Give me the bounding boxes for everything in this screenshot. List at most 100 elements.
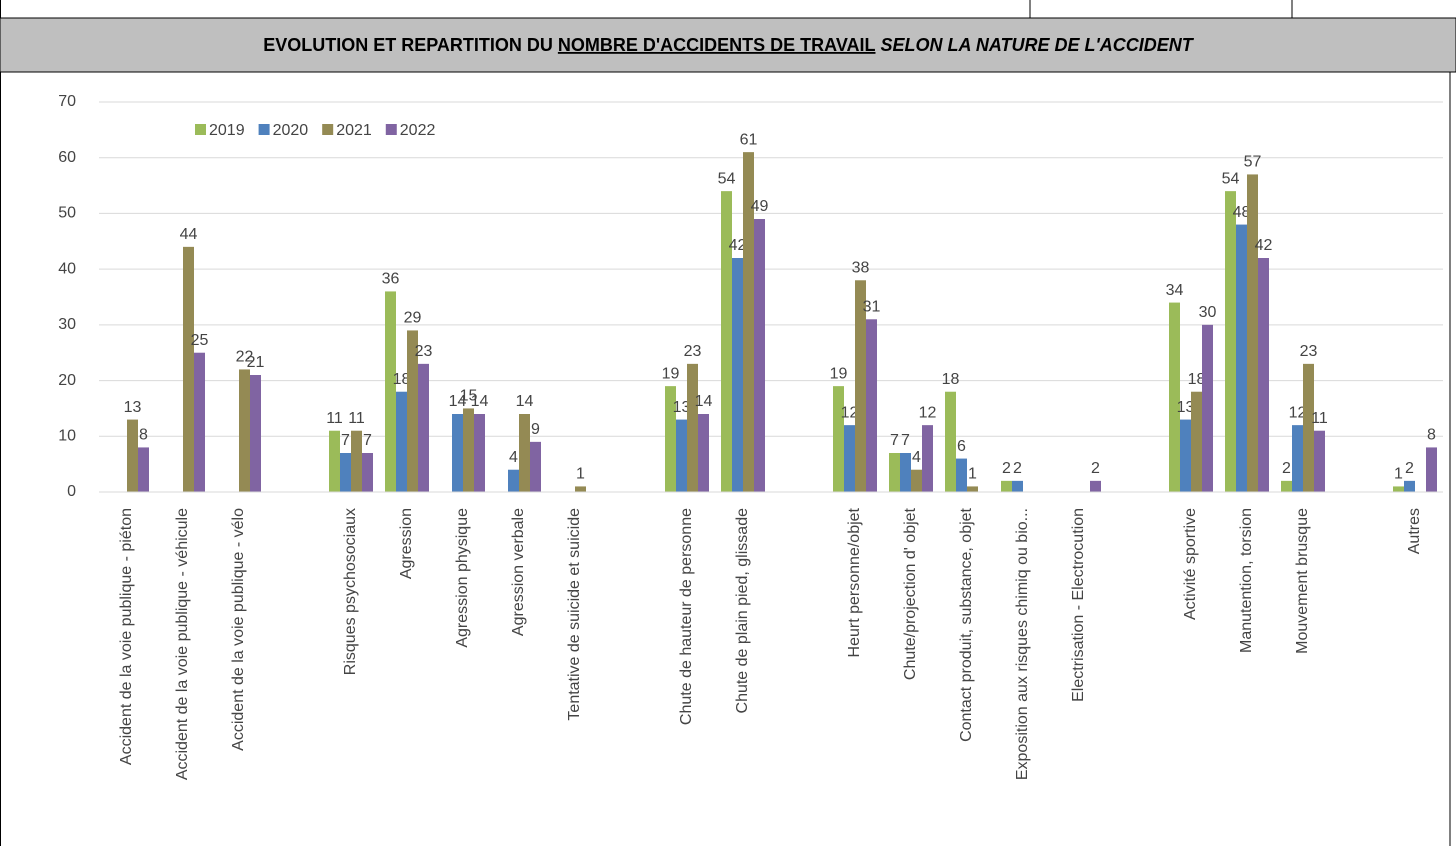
bar bbox=[665, 386, 676, 492]
data-label: 36 bbox=[382, 271, 400, 288]
bar bbox=[1247, 174, 1258, 492]
legend-label: 2021 bbox=[336, 122, 372, 139]
data-label: 4 bbox=[509, 449, 518, 466]
bar bbox=[452, 414, 463, 492]
data-label: 12 bbox=[841, 404, 859, 421]
x-tick-label: Risques psychosociaux bbox=[342, 508, 359, 675]
bar bbox=[1404, 480, 1415, 492]
data-label: 31 bbox=[863, 299, 881, 316]
bar bbox=[239, 369, 250, 492]
legend-swatch bbox=[195, 124, 206, 135]
x-tick-label: Chute de hauteur de personne bbox=[678, 508, 695, 725]
y-tick-label: 10 bbox=[58, 428, 76, 445]
bar bbox=[396, 391, 407, 492]
bar bbox=[362, 453, 373, 492]
data-label: 8 bbox=[1427, 427, 1436, 444]
data-label: 14 bbox=[695, 393, 713, 410]
x-tick-label: Autres bbox=[1406, 508, 1423, 554]
bar bbox=[1303, 363, 1314, 492]
y-tick-label: 40 bbox=[58, 260, 76, 277]
data-label: 19 bbox=[662, 365, 680, 382]
bar bbox=[194, 352, 205, 492]
legend-swatch bbox=[385, 124, 397, 135]
bar bbox=[351, 430, 362, 492]
data-label: 7 bbox=[341, 432, 350, 449]
title-part: SELON LA NATURE DE L'ACCIDENT bbox=[876, 35, 1195, 55]
x-tick-label: Chute de plain pied, glissade bbox=[734, 508, 751, 714]
bar bbox=[340, 453, 351, 492]
data-label: 7 bbox=[363, 432, 372, 449]
bar bbox=[407, 330, 418, 492]
y-tick-label: 0 bbox=[67, 483, 76, 500]
bar bbox=[575, 486, 586, 492]
data-label: 18 bbox=[1188, 371, 1206, 388]
bar bbox=[463, 408, 474, 492]
bar bbox=[1180, 419, 1191, 492]
legend-label: 2019 bbox=[209, 122, 245, 139]
bar bbox=[956, 458, 967, 492]
bar bbox=[833, 386, 844, 492]
data-label: 18 bbox=[393, 371, 411, 388]
data-label: 13 bbox=[673, 399, 691, 416]
data-label: 34 bbox=[1166, 282, 1184, 299]
data-label: 29 bbox=[404, 310, 422, 327]
bar bbox=[945, 391, 956, 492]
bar bbox=[1258, 258, 1269, 492]
bar bbox=[1314, 430, 1325, 492]
data-label: 48 bbox=[1233, 204, 1251, 221]
data-label: 22 bbox=[236, 349, 254, 366]
data-label: 2 bbox=[1091, 460, 1100, 477]
data-label: 1 bbox=[576, 466, 585, 483]
bar bbox=[754, 219, 765, 492]
bar bbox=[866, 319, 877, 492]
data-label: 49 bbox=[751, 198, 769, 215]
x-tick-label: Mouvement brusque bbox=[1294, 508, 1311, 654]
bar bbox=[329, 430, 340, 492]
data-label: 14 bbox=[449, 393, 467, 410]
chart-title: EVOLUTION ET REPARTITION DU NOMBRE D'ACC… bbox=[263, 35, 1195, 55]
bar bbox=[1202, 324, 1213, 492]
bar bbox=[1281, 480, 1292, 492]
y-tick-label: 30 bbox=[58, 316, 76, 333]
bar bbox=[1191, 391, 1202, 492]
data-label: 2 bbox=[1013, 460, 1022, 477]
x-tick-label: Electrisation - Electrocution bbox=[1070, 508, 1087, 702]
data-label: 7 bbox=[901, 432, 910, 449]
data-label: 54 bbox=[718, 170, 736, 187]
bar bbox=[1225, 191, 1236, 492]
data-label: 9 bbox=[531, 421, 540, 438]
y-tick-label: 70 bbox=[58, 93, 76, 110]
bar bbox=[1426, 447, 1437, 492]
bar bbox=[530, 441, 541, 492]
x-tick-label: Chute/projection d' objet bbox=[902, 507, 919, 680]
bar bbox=[743, 152, 754, 492]
data-label: 1 bbox=[1394, 466, 1403, 483]
legend-swatch bbox=[322, 124, 334, 135]
bar bbox=[687, 363, 698, 492]
data-label: 2 bbox=[1405, 460, 1414, 477]
bar bbox=[1236, 224, 1247, 493]
y-tick-label: 50 bbox=[58, 205, 76, 222]
data-label: 15 bbox=[460, 388, 478, 405]
data-label: 2 bbox=[1282, 460, 1291, 477]
data-label: 44 bbox=[180, 226, 198, 243]
data-label: 23 bbox=[1300, 343, 1318, 360]
bar bbox=[138, 447, 149, 492]
data-label: 38 bbox=[852, 260, 870, 277]
bar bbox=[250, 375, 261, 492]
x-tick-label: Accident de la voie publique - vélo bbox=[230, 508, 247, 751]
bar bbox=[183, 246, 194, 492]
data-label: 21 bbox=[247, 354, 265, 371]
bar bbox=[732, 258, 743, 492]
bar bbox=[911, 469, 922, 492]
x-tick-label: Accident de la voie publique - piéton bbox=[118, 508, 135, 765]
bar bbox=[1292, 425, 1303, 492]
data-label: 8 bbox=[139, 427, 148, 444]
legend-label: 2022 bbox=[400, 122, 436, 139]
data-label: 18 bbox=[942, 371, 960, 388]
data-label: 4 bbox=[912, 449, 921, 466]
bar bbox=[385, 291, 396, 492]
title-part: EVOLUTION ET REPARTITION DU bbox=[263, 35, 558, 55]
data-label: 14 bbox=[471, 393, 489, 410]
y-tick-label: 60 bbox=[58, 149, 76, 166]
